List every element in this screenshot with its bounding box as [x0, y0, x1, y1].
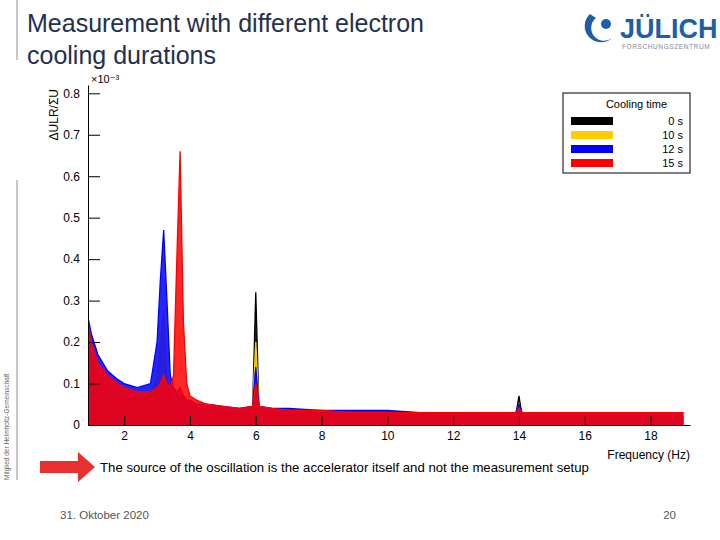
- x-tick-label: 2: [121, 429, 128, 443]
- x-tick-mark: [585, 416, 586, 425]
- series-line: [88, 151, 683, 412]
- y-tick-label: 0.6: [63, 170, 80, 184]
- y-tick-mark: [88, 93, 100, 94]
- y-tick: 0.4: [63, 252, 100, 266]
- y-tick-mark: [88, 176, 100, 177]
- x-tick: 6: [253, 416, 260, 443]
- y-axis: 0 0.1 0.2 0.3 0.4 0.5 0.6 0.7 0.8: [63, 86, 100, 433]
- x-tick-mark: [453, 416, 454, 425]
- legend-swatch: [571, 145, 613, 153]
- x-tick: 12: [447, 416, 461, 443]
- y-tick-label: 0: [73, 418, 80, 432]
- x-tick-mark: [256, 416, 257, 425]
- side-text: Mitglied der Helmholtz-Gemeinschaft: [3, 373, 11, 480]
- y-tick: 0.8: [63, 87, 100, 101]
- y-tick-label: 0.3: [63, 294, 80, 308]
- y-tick: 0.3: [63, 294, 100, 308]
- x-tick: 4: [187, 416, 194, 443]
- slide-title: Measurement with different electron: [27, 9, 424, 37]
- y-tick-label: 0.1: [63, 377, 80, 391]
- logo-icon: [585, 14, 612, 42]
- slide-date: 31. Oktober 2020: [60, 509, 149, 521]
- x-tick-mark: [519, 416, 520, 425]
- x-tick-label: 6: [253, 429, 260, 443]
- y-tick-label: 0.4: [63, 252, 80, 266]
- side-bar: [16, 0, 18, 60]
- x-tick-label: 18: [644, 429, 658, 443]
- x-tick-mark: [190, 416, 191, 425]
- logo-text: JÜLICH: [620, 14, 718, 44]
- x-tick-label: 14: [513, 429, 527, 443]
- x-axis-line: [89, 425, 691, 426]
- y-tick: 0.7: [63, 128, 100, 142]
- y-axis-title: ΔULR/ΣU: [47, 89, 61, 140]
- series-area: [88, 151, 683, 425]
- y-tick-label: 0.7: [63, 128, 80, 142]
- logo-subtitle: FORSCHUNGSZENTRUM: [622, 43, 710, 50]
- y-tick-mark: [88, 342, 100, 343]
- legend: Cooling time0 s 10 s 12 s 15 s: [563, 93, 690, 173]
- x-tick-mark: [124, 416, 125, 425]
- legend-label: 12 s: [662, 143, 683, 155]
- x-tick-label: 8: [319, 429, 326, 443]
- x-tick-label: 16: [579, 429, 593, 443]
- y-tick-mark: [88, 218, 100, 219]
- note-text: The source of the oscillation is the acc…: [100, 460, 589, 475]
- y-tick-mark: [88, 301, 100, 302]
- legend-swatch: [571, 117, 613, 125]
- y-tick-mark: [88, 425, 100, 426]
- legend-box: [563, 93, 690, 173]
- x-tick-label: 12: [447, 429, 461, 443]
- legend-label: 10 s: [662, 129, 683, 141]
- x-tick: 14: [513, 416, 527, 443]
- x-axis-title: Frequency (Hz): [607, 448, 690, 462]
- y-tick-label: 0.5: [63, 211, 80, 225]
- x-tick: 2: [121, 416, 128, 443]
- x-tick: 10: [381, 416, 395, 443]
- y-tick: 0.1: [63, 377, 100, 391]
- logo-icon: [601, 19, 611, 29]
- y-tick-mark: [88, 384, 100, 385]
- y-tick-mark: [88, 135, 100, 136]
- x-tick: 16: [579, 416, 593, 443]
- y-axis-line: [88, 86, 89, 426]
- x-tick-mark: [651, 416, 652, 425]
- x-tick-mark: [322, 416, 323, 425]
- legend-swatch: [571, 159, 613, 167]
- logo: JÜLICHFORSCHUNGSZENTRUM: [585, 14, 718, 50]
- y-tick: 0: [73, 418, 100, 432]
- y-tick: 0.6: [63, 170, 100, 184]
- legend-label: 15 s: [662, 157, 683, 169]
- y-tick-label: 0.8: [63, 87, 80, 101]
- y-tick: 0.2: [63, 335, 100, 349]
- y-tick-mark: [88, 259, 100, 260]
- x-tick: 18: [644, 416, 658, 443]
- slide-page: 20: [663, 509, 676, 521]
- legend-title: Cooling time: [606, 98, 667, 110]
- x-tick: 8: [319, 416, 326, 443]
- legend-label: 0 s: [668, 115, 683, 127]
- slide: Measurement with different electron cooli…: [0, 0, 720, 540]
- x-tick-label: 10: [381, 429, 395, 443]
- plot-marks: [88, 151, 683, 425]
- y-tick-label: 0.2: [63, 335, 80, 349]
- y-tick: 0.5: [63, 211, 100, 225]
- legend-swatch: [571, 131, 613, 139]
- side-bar: [16, 180, 18, 480]
- note-arrow: [40, 452, 95, 482]
- slide-title: cooling durations: [27, 41, 216, 69]
- axis-multiplier: ×10⁻³: [91, 73, 119, 85]
- x-axis: 2 4 6 8 10 12 14 16 18: [89, 416, 691, 443]
- x-tick-label: 4: [187, 429, 194, 443]
- x-tick-mark: [387, 416, 388, 425]
